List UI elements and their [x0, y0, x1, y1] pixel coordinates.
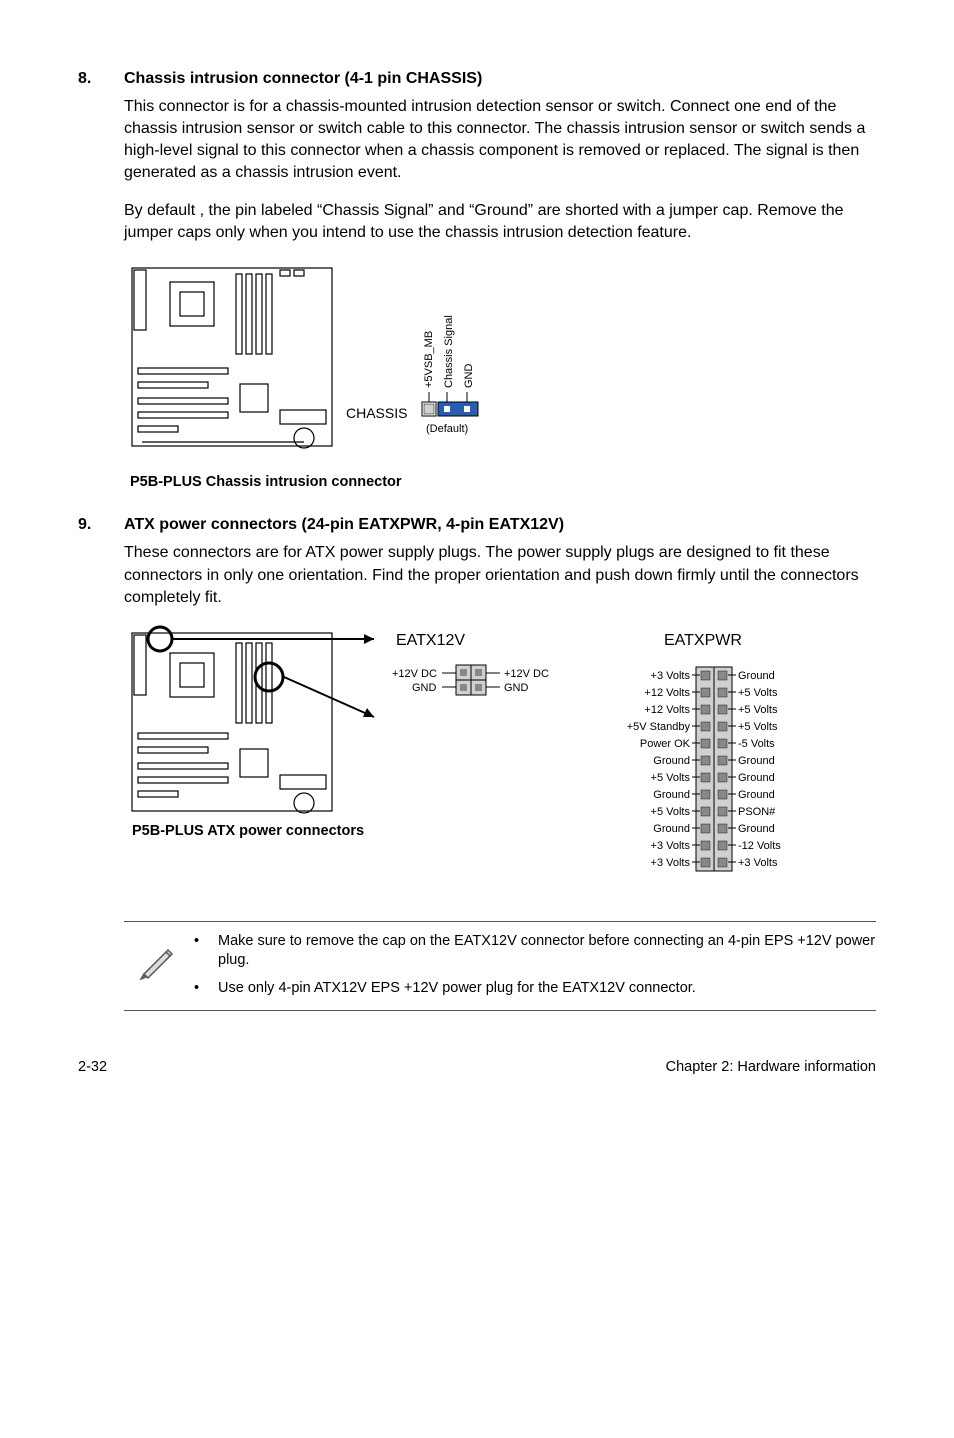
eatx12v-r1: GND [504, 682, 529, 694]
pwr-l-3: +5V Standby [627, 721, 691, 733]
pin-5vsb: +5VSB_MB [423, 331, 435, 388]
section8-para1: This connector is for a chassis-mounted … [124, 96, 876, 184]
default-label: (Default) [426, 423, 468, 435]
pwr-r-5: Ground [738, 755, 775, 767]
section9-para1: These connectors are for ATX power suppl… [124, 542, 876, 608]
pwr-r-0: Ground [738, 670, 775, 682]
bullet-1: • [194, 932, 218, 971]
pwr-l-4: Power OK [640, 738, 691, 750]
pwr-l-11: +3 Volts [651, 857, 691, 869]
eatxpwr-title: EATXPWR [664, 632, 742, 649]
note-1: Make sure to remove the cap on the EATX1… [218, 932, 876, 971]
pwr-r-4: -5 Volts [738, 738, 775, 750]
pencil-icon [124, 932, 194, 999]
pin-chassis-signal: Chassis Signal [443, 316, 455, 389]
note-2: Use only 4-pin ATX12V EPS +12V power plu… [218, 979, 696, 999]
eatx12v-title: EATX12V [396, 632, 465, 649]
pwr-l-5: Ground [653, 755, 690, 767]
pwr-l-10: +3 Volts [651, 840, 691, 852]
chassis-svg: CHASSIS +5VSB_MB Chassis Signal GND (Def… [124, 260, 564, 470]
footer-page-num: 2-32 [78, 1059, 107, 1075]
section-title-9: ATX power connectors (24-pin EATXPWR, 4-… [124, 516, 564, 534]
pwr-l-1: +12 Volts [644, 687, 690, 699]
note-box: • Make sure to remove the cap on the EAT… [124, 921, 876, 1012]
atx-svg: EATX12V +12V DC GND +12V DC GND EA [124, 625, 884, 895]
chassis-caption: P5B-PLUS Chassis intrusion connector [130, 474, 876, 490]
pwr-r-10: -12 Volts [738, 840, 781, 852]
pwr-r-11: +3 Volts [738, 857, 778, 869]
section8-para2: By default , the pin labeled “Chassis Si… [124, 200, 876, 244]
bullet-2: • [194, 979, 218, 999]
pwr-r-6: Ground [738, 772, 775, 784]
chassis-label: CHASSIS [346, 405, 407, 421]
footer-chapter: Chapter 2: Hardware information [666, 1059, 876, 1075]
pwr-r-9: Ground [738, 823, 775, 835]
pwr-l-9: Ground [653, 823, 690, 835]
section-title-8: Chassis intrusion connector (4-1 pin CHA… [124, 70, 482, 88]
pwr-l-2: +12 Volts [644, 704, 690, 716]
eatx12v-l0: +12V DC [392, 668, 437, 680]
pwr-l-6: +5 Volts [651, 772, 691, 784]
pwr-r-7: Ground [738, 789, 775, 801]
atx-diagram: EATX12V +12V DC GND +12V DC GND EA [124, 625, 876, 895]
pwr-r-8: PSON# [738, 806, 776, 818]
eatx12v-r0: +12V DC [504, 668, 549, 680]
pwr-l-8: +5 Volts [651, 806, 691, 818]
chassis-diagram: CHASSIS +5VSB_MB Chassis Signal GND (Def… [124, 260, 876, 490]
section-number-8: 8. [78, 70, 124, 88]
eatx12v-l1: GND [412, 682, 437, 694]
atx-caption: P5B-PLUS ATX power connectors [132, 823, 364, 839]
pin-gnd: GND [463, 364, 475, 389]
pwr-r-2: +5 Volts [738, 704, 778, 716]
pwr-l-0: +3 Volts [651, 670, 691, 682]
pwr-r-1: +5 Volts [738, 687, 778, 699]
pwr-l-7: Ground [653, 789, 690, 801]
pwr-r-3: +5 Volts [738, 721, 778, 733]
section-number-9: 9. [78, 516, 124, 534]
